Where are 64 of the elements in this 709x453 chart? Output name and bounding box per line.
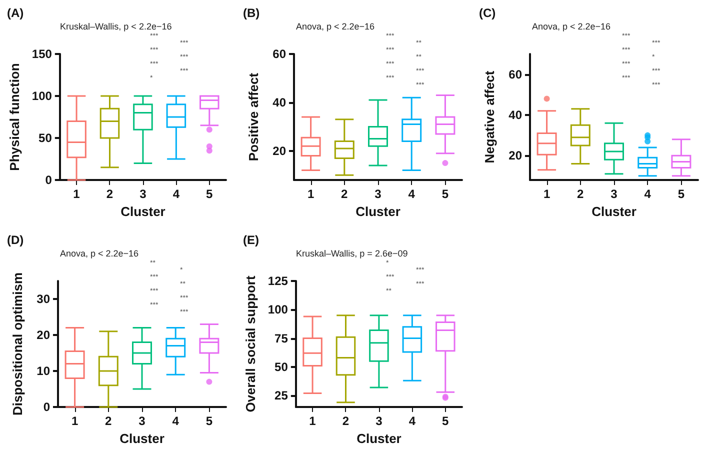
y-axis-title: Physical function	[7, 63, 22, 171]
y-tick-label: 75	[274, 331, 288, 346]
x-tick-label: 4	[172, 414, 180, 428]
chart-title: (B)	[243, 6, 260, 20]
x-tick-label: 5	[206, 187, 214, 201]
x-tick-label: 3	[610, 187, 618, 201]
x-tick-label: 2	[342, 414, 350, 428]
x-tick-label: 1	[309, 414, 316, 428]
x-tick-label: 1	[73, 187, 80, 201]
x-tick-label: 4	[408, 187, 416, 201]
chart-title: (C)	[479, 6, 496, 20]
y-tick-label: 100	[32, 89, 52, 103]
text: Anova, p < 2.2e−16	[532, 22, 611, 32]
x-tick-label: 1	[307, 187, 314, 201]
y-tick-label: 20	[508, 148, 522, 163]
y-axis-title: Overall social support	[243, 275, 258, 412]
text: Kruskal–Wallis, p = 2.6e−09	[296, 248, 408, 258]
y-tick-label: 40	[508, 108, 522, 122]
y-axis-title: Negative affect	[482, 70, 497, 164]
chart-title: (D)	[7, 233, 24, 247]
x-tick-label: 2	[341, 187, 348, 201]
y-tick-label: 50	[38, 131, 52, 145]
y-tick-label: 20	[272, 144, 286, 158]
x-tick-label: 2	[577, 187, 584, 201]
x-tick-label: 5	[678, 187, 685, 201]
y-axis-title: Dispositional optimism	[10, 272, 25, 416]
y-tick-label: 40	[272, 95, 286, 110]
y-tick-label: 0	[45, 173, 52, 187]
x-tick-label: 3	[376, 414, 383, 428]
x-tick-label: 5	[442, 414, 450, 428]
x-tick-label: 2	[105, 414, 112, 428]
y-tick-label: 100	[268, 302, 288, 317]
y-tick-label: 30	[36, 292, 50, 306]
x-tick-label: 5	[442, 187, 449, 201]
x-axis-title: Cluster	[592, 204, 636, 219]
text: Anova, p < 2.2e−16	[296, 22, 375, 32]
y-tick-label: 20	[36, 328, 50, 342]
x-tick-label: 1	[543, 187, 550, 201]
x-axis-title: Cluster	[120, 430, 164, 446]
x-tick-label: 5	[206, 414, 213, 428]
y-tick-label: 50	[274, 360, 288, 374]
y-tick-label: 60	[272, 47, 286, 61]
y-tick-label: 0	[43, 400, 50, 414]
x-axis-title: Cluster	[120, 204, 166, 219]
x-tick-label: 2	[106, 187, 114, 201]
chart-title: (A)	[7, 6, 24, 20]
x-tick-label: 3	[138, 414, 146, 428]
x-tick-label: 4	[408, 414, 416, 428]
y-tick-label: 10	[36, 364, 50, 378]
y-tick-label: 25	[274, 388, 288, 403]
x-axis-title: Cluster	[356, 430, 402, 446]
y-tick-label: 150	[32, 47, 52, 61]
x-axis-title: Cluster	[356, 204, 400, 219]
chart-title: (E)	[243, 233, 259, 247]
text: Kruskal–Wallis, p < 2.2e−16	[60, 22, 172, 32]
x-tick-label: 4	[644, 187, 652, 201]
y-axis-title: Positive affect	[246, 72, 261, 162]
x-tick-label: 3	[140, 187, 147, 201]
y-tick-label: 60	[508, 67, 522, 82]
x-tick-label: 3	[374, 187, 382, 201]
y-tick-label: 125	[268, 274, 288, 288]
text: Anova, p < 2.2e−16	[60, 248, 139, 258]
x-tick-label: 1	[71, 414, 78, 428]
x-tick-label: 4	[172, 187, 180, 201]
